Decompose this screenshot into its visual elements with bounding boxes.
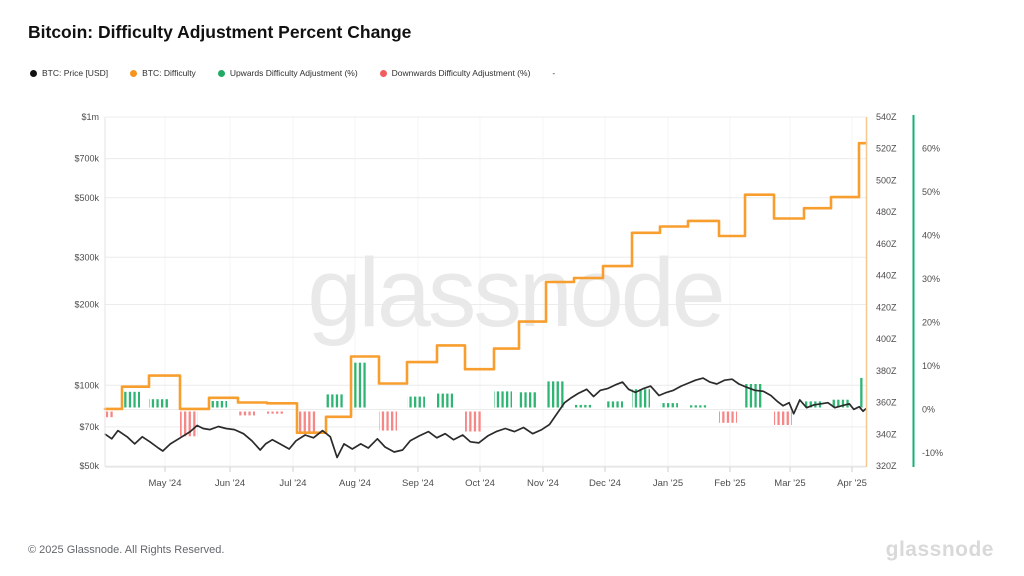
svg-text:$100k: $100k bbox=[74, 380, 99, 390]
up-adjustment-bar bbox=[437, 393, 453, 408]
up-adjustment-bar bbox=[407, 396, 425, 408]
difficulty-line bbox=[103, 141, 868, 434]
svg-text:540Z: 540Z bbox=[876, 112, 897, 122]
svg-text:60%: 60% bbox=[922, 144, 940, 154]
up-adjustment-bar bbox=[859, 377, 863, 408]
svg-text:440Z: 440Z bbox=[876, 271, 897, 281]
svg-text:Nov '24: Nov '24 bbox=[527, 478, 559, 489]
legend-item-label: - bbox=[552, 68, 556, 78]
svg-text:Mar '25: Mar '25 bbox=[774, 478, 805, 489]
legend-item-label: BTC: Difficulty bbox=[142, 68, 196, 78]
y-axis-percent: 60% 50% 40% 30% 20% 10% 0% -10% bbox=[922, 144, 943, 459]
legend-item[interactable]: Upwards Difficulty Adjustment (%) bbox=[217, 68, 358, 78]
up-adjustment-bar bbox=[351, 362, 368, 408]
svg-text:10%: 10% bbox=[922, 361, 940, 371]
svg-text:$200k: $200k bbox=[74, 300, 99, 310]
svg-text:Apr '25: Apr '25 bbox=[837, 478, 867, 489]
y-axis-difficulty: 540Z 520Z 500Z 480Z 460Z 440Z 420Z 400Z 380Z 360Z… bbox=[876, 112, 897, 471]
down-adjustment-bar bbox=[267, 411, 285, 414]
legend-item-label: Upwards Difficulty Adjustment (%) bbox=[229, 68, 358, 78]
legend-dot-icon bbox=[379, 69, 387, 77]
svg-text:380Z: 380Z bbox=[876, 366, 897, 376]
svg-text:$70k: $70k bbox=[79, 422, 99, 432]
legend-item-label: Downwards Difficulty Adjustment (%) bbox=[391, 68, 531, 78]
down-adjustment-bar bbox=[106, 411, 113, 418]
down-adjustment-bar bbox=[719, 411, 737, 423]
svg-text:Oct '24: Oct '24 bbox=[465, 478, 495, 489]
svg-text:40%: 40% bbox=[922, 231, 940, 241]
legend-dot-icon bbox=[217, 69, 225, 77]
svg-text:420Z: 420Z bbox=[876, 302, 897, 312]
legend: BTC: Price [USD] BTC: Difficulty Upwards D… bbox=[30, 68, 555, 78]
down-adjustment-bar bbox=[465, 411, 483, 432]
svg-text:$700k: $700k bbox=[74, 154, 99, 164]
svg-text:400Z: 400Z bbox=[876, 334, 897, 344]
up-adjustment-bar bbox=[831, 399, 850, 408]
svg-text:50%: 50% bbox=[922, 187, 940, 197]
down-adjustment-bar bbox=[297, 411, 316, 435]
svg-text:20%: 20% bbox=[922, 318, 940, 328]
x-axis: May '24 Jun '24 Jul '24 Aug '24 Sep '24 Oct '… bbox=[149, 467, 867, 489]
down-adjustment-bar bbox=[180, 411, 198, 437]
up-adjustment-bar bbox=[326, 394, 343, 408]
up-adjustment-bar bbox=[688, 405, 707, 408]
svg-text:-10%: -10% bbox=[922, 448, 943, 458]
svg-text:360Z: 360Z bbox=[876, 398, 897, 408]
svg-text:$300k: $300k bbox=[74, 252, 99, 262]
copyright-text: © 2025 Glassnode. All Rights Reserved. bbox=[28, 544, 225, 556]
svg-text:460Z: 460Z bbox=[876, 239, 897, 249]
page-title: Bitcoin: Difficulty Adjustment Percent C… bbox=[28, 22, 412, 42]
up-adjustment-bar bbox=[605, 401, 623, 408]
up-adjustment-bar bbox=[209, 401, 227, 408]
svg-text:$500k: $500k bbox=[74, 193, 99, 203]
svg-text:$50k: $50k bbox=[79, 461, 99, 471]
y-axis-price: $1m $700k $500k $300k $200k $100k $70k $50k bbox=[74, 112, 99, 471]
glassnode-logo: glassnode bbox=[885, 538, 994, 561]
down-adjustment-bar bbox=[379, 411, 397, 431]
legend-item[interactable]: Downwards Difficulty Adjustment (%) bbox=[379, 68, 531, 78]
up-adjustment-bar bbox=[519, 392, 538, 408]
svg-text:Jun '24: Jun '24 bbox=[215, 478, 245, 489]
svg-text:500Z: 500Z bbox=[876, 176, 897, 186]
svg-text:320Z: 320Z bbox=[876, 461, 897, 471]
legend-item-label: BTC: Price [USD] bbox=[42, 68, 109, 78]
svg-text:0%: 0% bbox=[922, 405, 935, 415]
down-adjustment-bar bbox=[774, 411, 792, 425]
legend-dot-icon bbox=[30, 69, 37, 77]
grid bbox=[105, 116, 866, 467]
svg-text:Aug '24: Aug '24 bbox=[339, 478, 371, 489]
svg-text:480Z: 480Z bbox=[876, 207, 897, 217]
watermark-text: glassnode bbox=[307, 238, 722, 347]
svg-text:30%: 30% bbox=[922, 274, 940, 284]
svg-text:Feb '25: Feb '25 bbox=[714, 478, 745, 489]
svg-text:Dec '24: Dec '24 bbox=[589, 478, 621, 489]
svg-text:Sep '24: Sep '24 bbox=[402, 478, 434, 489]
svg-text:340Z: 340Z bbox=[876, 429, 897, 439]
up-adjustment-bar bbox=[546, 381, 565, 408]
up-adjustment-bar bbox=[122, 391, 140, 408]
down-adjustment-bar bbox=[238, 411, 255, 416]
up-adjustment-bar bbox=[494, 391, 512, 408]
legend-dot-icon bbox=[130, 69, 138, 77]
legend-item[interactable]: - bbox=[552, 68, 555, 78]
adjustment-bars bbox=[106, 362, 863, 437]
svg-text:520Z: 520Z bbox=[876, 144, 897, 154]
up-adjustment-bar bbox=[149, 399, 170, 408]
svg-text:Jan '25: Jan '25 bbox=[653, 478, 683, 489]
price-line bbox=[104, 377, 867, 459]
legend-item[interactable]: BTC: Difficulty bbox=[130, 68, 196, 78]
svg-text:Jul '24: Jul '24 bbox=[279, 478, 306, 489]
up-adjustment-bar bbox=[660, 403, 678, 408]
legend-item[interactable]: BTC: Price [USD] bbox=[30, 68, 108, 78]
svg-text:May '24: May '24 bbox=[149, 478, 182, 489]
svg-text:$1m: $1m bbox=[81, 112, 99, 122]
up-adjustment-bar bbox=[575, 404, 592, 408]
up-adjustment-bar bbox=[632, 389, 650, 408]
